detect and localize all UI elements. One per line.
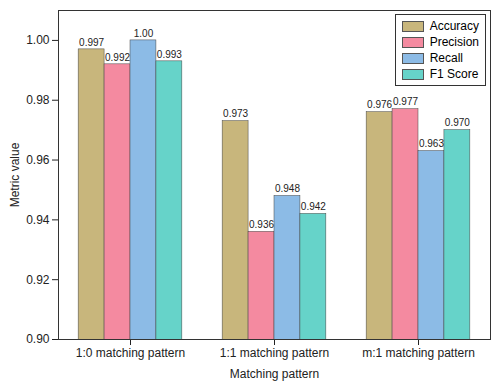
svg-text:Metric value: Metric value xyxy=(8,142,22,207)
svg-text:1.00: 1.00 xyxy=(134,28,154,39)
svg-text:0.948: 0.948 xyxy=(275,183,300,194)
html-text:Precision: Precision xyxy=(429,35,479,49)
svg-text:0.977: 0.977 xyxy=(393,96,418,107)
html-text:F1 Score: F1 Score xyxy=(429,67,479,81)
html-text:Accuracy: Accuracy xyxy=(429,19,479,33)
svg-text:0.96: 0.96 xyxy=(26,153,50,167)
svg-text:m:1 matching pattern: m:1 matching pattern xyxy=(362,346,475,360)
svg-text:0.963: 0.963 xyxy=(419,138,444,149)
svg-text:Matching pattern: Matching pattern xyxy=(230,367,319,381)
svg-text:1.00: 1.00 xyxy=(26,33,50,47)
svg-text:1:0 matching pattern: 1:0 matching pattern xyxy=(76,346,185,360)
svg-text:0.98: 0.98 xyxy=(26,93,50,107)
svg-text:0.90: 0.90 xyxy=(26,332,50,346)
svg-text:0.970: 0.970 xyxy=(445,117,470,128)
svg-text:0.997: 0.997 xyxy=(79,37,104,48)
svg-text:0.976: 0.976 xyxy=(367,99,392,110)
svg-text:0.973: 0.973 xyxy=(223,108,248,119)
svg-text:0.992: 0.992 xyxy=(105,52,130,63)
svg-text:0.993: 0.993 xyxy=(157,49,182,60)
svg-text:0.942: 0.942 xyxy=(301,201,326,212)
html-text:Recall: Recall xyxy=(429,51,463,65)
svg-text:1:1 matching pattern: 1:1 matching pattern xyxy=(220,346,329,360)
svg-text:0.94: 0.94 xyxy=(26,213,50,227)
svg-text:0.936: 0.936 xyxy=(249,219,274,230)
svg-text:0.92: 0.92 xyxy=(26,273,50,287)
